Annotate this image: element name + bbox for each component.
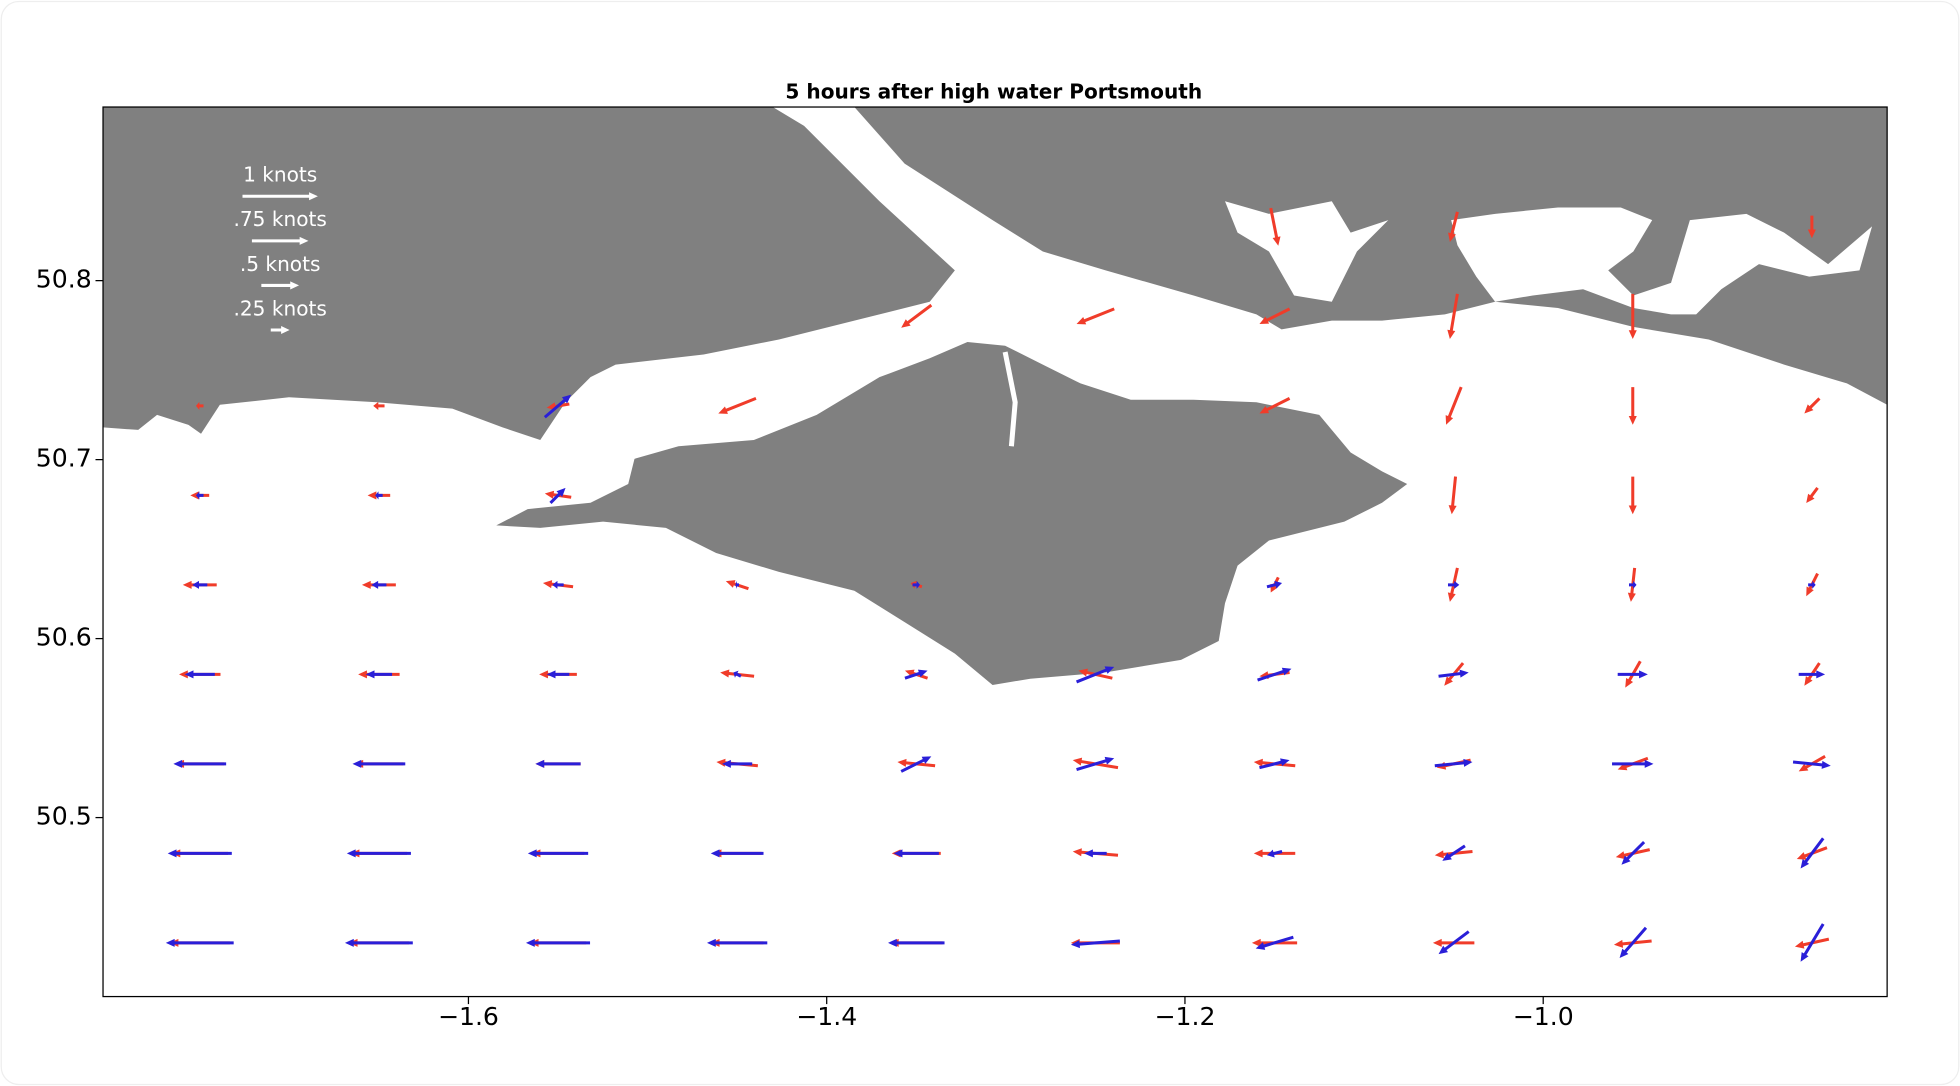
current-arrow	[1628, 387, 1637, 425]
current-arrow	[195, 491, 204, 500]
current-arrow	[365, 670, 393, 679]
y-tick-label: 50.7	[36, 444, 92, 473]
current-arrow	[1628, 580, 1637, 589]
current-arrow	[552, 580, 564, 589]
current-arrow	[735, 580, 740, 589]
key-label: 1 knots	[243, 163, 317, 187]
key-arrow	[251, 236, 309, 245]
current-arrow	[546, 670, 570, 679]
current-arrow	[1448, 211, 1459, 243]
current-arrow	[173, 759, 227, 768]
key-arrow	[242, 192, 318, 201]
langstone-chichester-harbours	[1451, 207, 1873, 315]
current-arrow	[375, 491, 383, 500]
current-arrow	[344, 938, 413, 947]
current-arrow	[195, 401, 204, 410]
current-arrow	[1075, 666, 1115, 684]
portsmouth-harbour	[1225, 201, 1389, 302]
current-arrow	[1448, 476, 1458, 515]
current-arrow	[1619, 926, 1648, 958]
current-arrow	[1808, 580, 1816, 589]
current-arrow	[1628, 293, 1637, 340]
current-arrow	[887, 938, 945, 947]
current-arrow	[1266, 580, 1283, 589]
current-arrow	[527, 849, 589, 858]
current-arrow	[1628, 476, 1637, 515]
current-arrow	[893, 849, 939, 858]
current-arrow	[718, 396, 757, 414]
land	[103, 107, 1888, 685]
key-arrow	[261, 281, 300, 290]
y-tick-label: 50.6	[36, 623, 92, 652]
current-arrow	[352, 759, 406, 768]
current-arrow	[1434, 758, 1473, 768]
current-arrow	[1800, 923, 1825, 962]
current-arrow	[192, 580, 208, 589]
current-arrow	[1621, 841, 1646, 865]
current-arrow	[1438, 669, 1469, 678]
key-label: .25 knots	[233, 296, 326, 320]
current-arrow	[901, 303, 933, 328]
current-arrow	[1807, 215, 1816, 239]
current-arrow	[1798, 670, 1826, 679]
current-arrow	[373, 401, 385, 410]
mainland-east	[854, 107, 1888, 405]
current-arrow	[1612, 759, 1654, 768]
key-label: .75 knots	[233, 207, 326, 231]
current-arrow	[1076, 307, 1115, 325]
current-arrow	[733, 670, 742, 678]
key-arrow	[270, 326, 290, 335]
y-tick-label: 50.5	[36, 802, 92, 831]
x-tick-label: −1.0	[1513, 1002, 1574, 1031]
river-medina	[1002, 351, 1018, 447]
current-arrow	[184, 670, 215, 679]
current-arrow	[1445, 386, 1463, 425]
x-tick-label: −1.6	[438, 1002, 499, 1031]
current-arrow	[1259, 397, 1291, 414]
current-arrow	[1070, 939, 1121, 949]
current-arrow	[165, 938, 234, 947]
current-arrow	[535, 759, 581, 768]
current-arrow	[710, 849, 764, 858]
current-arrow	[912, 580, 921, 589]
current-arrow	[904, 669, 928, 680]
current-arrow	[1076, 756, 1115, 771]
current-arrow	[1617, 670, 1648, 679]
current-arrow	[1269, 207, 1281, 246]
y-tick-label: 50.8	[36, 265, 92, 294]
vector-field	[165, 207, 1831, 962]
current-arrow	[1255, 935, 1294, 950]
current-arrow	[549, 487, 566, 505]
x-tick-label: −1.2	[1154, 1002, 1215, 1031]
current-arrow	[371, 580, 387, 589]
key-label: .5 knots	[240, 252, 321, 276]
x-tick-label: −1.4	[796, 1002, 857, 1031]
current-arrow	[1806, 486, 1819, 503]
current-arrow	[1257, 667, 1292, 682]
current-arrow	[1442, 844, 1466, 861]
current-arrow	[1084, 849, 1107, 858]
mainland-west	[103, 107, 955, 440]
axes-frame	[102, 106, 1888, 998]
current-arrow	[1800, 837, 1825, 869]
current-arrow	[346, 849, 411, 858]
current-arrow	[167, 849, 232, 858]
current-arrow	[722, 759, 753, 768]
current-arrow	[706, 938, 768, 947]
current-arrow	[1447, 580, 1460, 589]
current-arrow	[1447, 293, 1459, 340]
current-arrow	[1259, 307, 1291, 324]
current-arrow	[900, 756, 932, 773]
current-arrow	[1259, 758, 1290, 770]
current-arrow	[1266, 849, 1283, 858]
current-arrow	[1438, 930, 1470, 955]
current-arrow	[1792, 760, 1831, 769]
isle-of-wight	[496, 341, 1408, 685]
chart-title: 5 hours after high water Portsmouth	[785, 80, 1202, 104]
current-arrow	[525, 938, 591, 947]
current-arrow	[543, 394, 572, 419]
current-arrow	[1804, 397, 1821, 414]
